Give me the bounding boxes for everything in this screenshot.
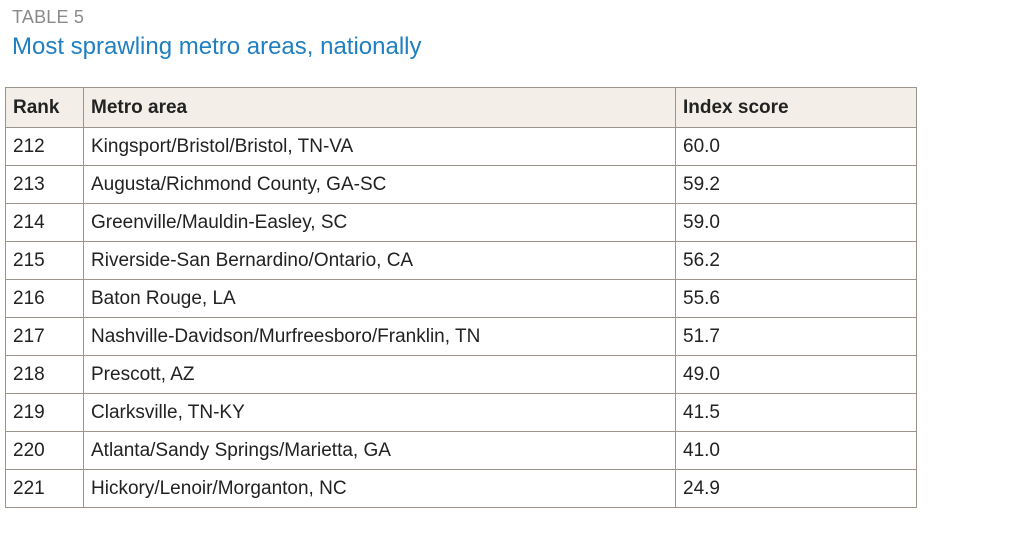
table-row: 212 Kingsport/Bristol/Bristol, TN-VA 60.…: [5, 127, 917, 166]
rank-cell: 217: [5, 317, 84, 356]
rank-cell: 216: [5, 279, 84, 318]
metro-area-cell: Baton Rouge, LA: [83, 279, 676, 318]
table-header-row: Rank Metro area Index score: [5, 87, 917, 128]
metro-area-cell: Prescott, AZ: [83, 355, 676, 394]
table-row: 213 Augusta/Richmond County, GA-SC 59.2: [5, 165, 917, 204]
column-header-rank: Rank: [5, 87, 84, 128]
rank-cell: 215: [5, 241, 84, 280]
table-number-label: TABLE 5: [12, 7, 85, 27]
index-score-cell: 41.5: [675, 393, 917, 432]
table-row: 220 Atlanta/Sandy Springs/Marietta, GA 4…: [5, 431, 917, 470]
index-score-cell: 24.9: [675, 469, 917, 508]
metro-area-cell: Clarksville, TN-KY: [83, 393, 676, 432]
index-score-cell: 49.0: [675, 355, 917, 394]
table-row: 216 Baton Rouge, LA 55.6: [5, 279, 917, 318]
rank-cell: 213: [5, 165, 84, 204]
rank-cell: 221: [5, 469, 84, 508]
metro-area-cell: Riverside-San Bernardino/Ontario, CA: [83, 241, 676, 280]
rank-cell: 218: [5, 355, 84, 394]
sprawl-table: Rank Metro area Index score 212 Kingspor…: [5, 87, 917, 508]
metro-area-cell: Greenville/Mauldin-Easley, SC: [83, 203, 676, 242]
table-row: 214 Greenville/Mauldin-Easley, SC 59.0: [5, 203, 917, 242]
metro-area-cell: Hickory/Lenoir/Morganton, NC: [83, 469, 676, 508]
index-score-cell: 59.2: [675, 165, 917, 204]
index-score-cell: 41.0: [675, 431, 917, 470]
rank-cell: 219: [5, 393, 84, 432]
table-row: 218 Prescott, AZ 49.0: [5, 355, 917, 394]
table-title: Most sprawling metro areas, nationally: [12, 33, 422, 60]
table-row: 215 Riverside-San Bernardino/Ontario, CA…: [5, 241, 917, 280]
rank-cell: 214: [5, 203, 84, 242]
column-header-index-score: Index score: [675, 87, 917, 128]
table-row: 219 Clarksville, TN-KY 41.5: [5, 393, 917, 432]
table-row: 217 Nashville-Davidson/Murfreesboro/Fran…: [5, 317, 917, 356]
index-score-cell: 55.6: [675, 279, 917, 318]
column-header-metro-area: Metro area: [83, 87, 676, 128]
index-score-cell: 60.0: [675, 127, 917, 166]
metro-area-cell: Nashville-Davidson/Murfreesboro/Franklin…: [83, 317, 676, 356]
metro-area-cell: Augusta/Richmond County, GA-SC: [83, 165, 676, 204]
index-score-cell: 51.7: [675, 317, 917, 356]
rank-cell: 220: [5, 431, 84, 470]
table-row: 221 Hickory/Lenoir/Morganton, NC 24.9: [5, 469, 917, 508]
metro-area-cell: Atlanta/Sandy Springs/Marietta, GA: [83, 431, 676, 470]
index-score-cell: 56.2: [675, 241, 917, 280]
metro-area-cell: Kingsport/Bristol/Bristol, TN-VA: [83, 127, 676, 166]
index-score-cell: 59.0: [675, 203, 917, 242]
rank-cell: 212: [5, 127, 84, 166]
